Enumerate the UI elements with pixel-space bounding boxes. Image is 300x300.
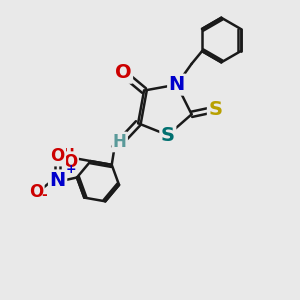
Text: O: O xyxy=(63,153,78,171)
Text: S: S xyxy=(208,100,222,119)
Text: O: O xyxy=(29,183,43,201)
Text: N: N xyxy=(50,171,66,190)
Text: O: O xyxy=(115,63,132,82)
Text: -: - xyxy=(41,188,47,202)
Text: H: H xyxy=(63,147,74,161)
Text: O: O xyxy=(50,147,65,165)
Text: H: H xyxy=(113,133,127,151)
Text: N: N xyxy=(169,75,185,94)
Text: S: S xyxy=(161,126,175,145)
Text: +: + xyxy=(66,163,76,176)
